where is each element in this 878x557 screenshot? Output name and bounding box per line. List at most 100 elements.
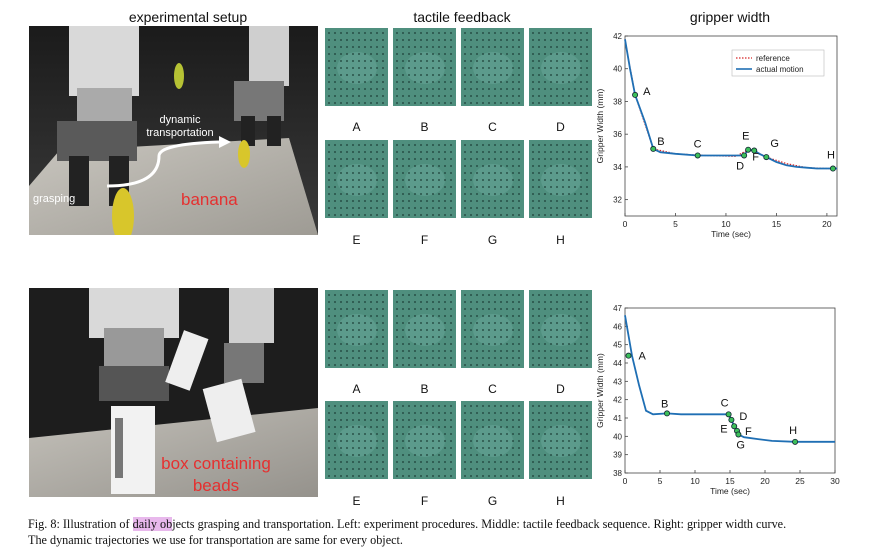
y-tick-label: 34 xyxy=(613,163,622,172)
tactile-label-c2: C xyxy=(488,382,497,396)
marker-point-h xyxy=(829,165,836,172)
x-tick-label: 5 xyxy=(673,219,678,229)
marker-label-e: E xyxy=(720,423,727,435)
marker-label-h: H xyxy=(827,150,835,162)
x-tick-label: 5 xyxy=(658,476,663,486)
plot-frame xyxy=(624,35,838,217)
y-tick-label: 40 xyxy=(613,65,622,74)
marker-label-b: B xyxy=(661,398,668,410)
x-tick-label: 30 xyxy=(830,476,840,486)
y-tick-label: 36 xyxy=(613,130,622,139)
tactile-label-h1: H xyxy=(556,233,565,247)
y-tick-label: 38 xyxy=(613,469,622,478)
tactile-label-e1: E xyxy=(352,233,361,247)
gripper-title: gripper width xyxy=(689,9,771,25)
marker-label-g: G xyxy=(770,138,779,150)
y-tick-label: 32 xyxy=(613,196,622,205)
setup-title: experimental setup xyxy=(128,9,248,25)
box-label-line2: beads xyxy=(192,476,240,495)
marker-label-a: A xyxy=(643,86,651,98)
marker-point-b xyxy=(664,410,671,417)
tactile-image-b1 xyxy=(393,28,456,106)
x-axis-label: Time (sec) xyxy=(711,229,751,239)
caption-highlight: daily ob xyxy=(132,517,173,531)
tactile-image-d2 xyxy=(529,290,592,368)
banana-scene xyxy=(29,26,318,235)
tactile-label-g2: G xyxy=(487,494,498,508)
tactile-image-e2 xyxy=(325,401,388,479)
marker-label-h: H xyxy=(789,425,797,437)
marker-point-a xyxy=(625,352,632,359)
tactile-image-h2 xyxy=(529,401,592,479)
x-tick-label: 0 xyxy=(623,476,628,486)
plot-frame xyxy=(624,307,836,474)
y-tick-label: 46 xyxy=(613,322,622,331)
marker-label-b: B xyxy=(657,136,664,148)
x-tick-label: 20 xyxy=(822,219,832,229)
marker-point-c xyxy=(725,411,732,418)
box-scene xyxy=(29,288,318,497)
marker-point-d xyxy=(741,152,748,159)
marker-label-c: C xyxy=(721,397,729,409)
y-axis-label: Gripper Width (mm) xyxy=(595,89,605,164)
marker-point-d xyxy=(728,416,735,423)
tactile-image-g2 xyxy=(461,401,524,479)
legend-box xyxy=(731,49,825,77)
marker-point-h xyxy=(792,438,799,445)
tactile-image-h1 xyxy=(529,140,592,218)
caption-rest: jects grasping and transportation. Left:… xyxy=(172,517,787,531)
legend-label-reference: reference xyxy=(756,54,790,63)
banana-label: banana xyxy=(181,190,238,209)
tactile-image-a2 xyxy=(325,290,388,368)
tactile-label-d1: D xyxy=(556,120,565,134)
marker-point-e xyxy=(745,146,752,153)
tactile-label-h2: H xyxy=(556,494,565,508)
grasping-label: grasping xyxy=(33,193,76,205)
series-line-actual-motion xyxy=(624,315,835,443)
tactile-image-g1 xyxy=(461,140,524,218)
tactile-image-c2 xyxy=(461,290,524,368)
x-tick-label: 10 xyxy=(721,219,731,229)
tactile-label-b1: B xyxy=(420,120,429,134)
tactile-image-c1 xyxy=(461,28,524,106)
y-tick-label: 44 xyxy=(613,359,622,368)
legend-label-actual: actual motion xyxy=(756,65,804,74)
y-tick-label: 42 xyxy=(613,32,622,41)
x-tick-label: 0 xyxy=(623,219,628,229)
marker-label-f: F xyxy=(752,152,759,164)
y-tick-label: 47 xyxy=(613,304,622,313)
tactile-image-d1 xyxy=(529,28,592,106)
tactile-label-c1: C xyxy=(488,120,497,134)
marker-point-f xyxy=(751,147,758,154)
transport-arrow xyxy=(106,140,220,188)
setup-photo-box: box containing beads xyxy=(29,288,318,497)
setup-photo-banana: grasping dynamic transportation banana xyxy=(29,26,318,235)
transport-label-line2: transportation xyxy=(146,127,214,139)
marker-label-g: G xyxy=(736,440,745,452)
y-tick-label: 40 xyxy=(613,432,622,441)
transport-label-line1: dynamic xyxy=(159,114,201,126)
gripper-width-chart-box: 0 5 10 15 20 25 30 38 39 40 41 42 43 44 45 46 47 Time (se… xyxy=(595,304,840,496)
marker-point-e xyxy=(731,423,738,430)
y-tick-label: 45 xyxy=(613,341,622,350)
y-axis-label: Gripper Width (mm) xyxy=(595,353,605,428)
x-tick-label: 25 xyxy=(795,476,805,486)
figure-caption: Fig. 8: Illustration of daily objects gr… xyxy=(28,516,858,548)
tactile-label-e2: E xyxy=(352,494,361,508)
marker-label-d: D xyxy=(739,411,747,423)
y-tick-label: 38 xyxy=(613,97,622,106)
tactile-image-e1 xyxy=(325,140,388,218)
tactile-image-b2 xyxy=(393,290,456,368)
tactile-label-f2: F xyxy=(420,494,429,508)
y-tick-label: 43 xyxy=(613,377,622,386)
y-tick-label: 42 xyxy=(613,396,622,405)
tactile-label-f1: F xyxy=(420,233,429,247)
tactile-image-f1 xyxy=(393,140,456,218)
tactile-label-a1: A xyxy=(352,120,361,134)
x-axis-label: Time (sec) xyxy=(710,486,750,496)
caption-prefix: Fig. 8: Illustration of xyxy=(28,517,133,531)
arrowhead-icon xyxy=(219,136,231,148)
caption-line2: The dynamic trajectories we use for tran… xyxy=(28,533,403,547)
y-tick-label: 41 xyxy=(613,414,622,423)
x-tick-label: 10 xyxy=(690,476,700,486)
